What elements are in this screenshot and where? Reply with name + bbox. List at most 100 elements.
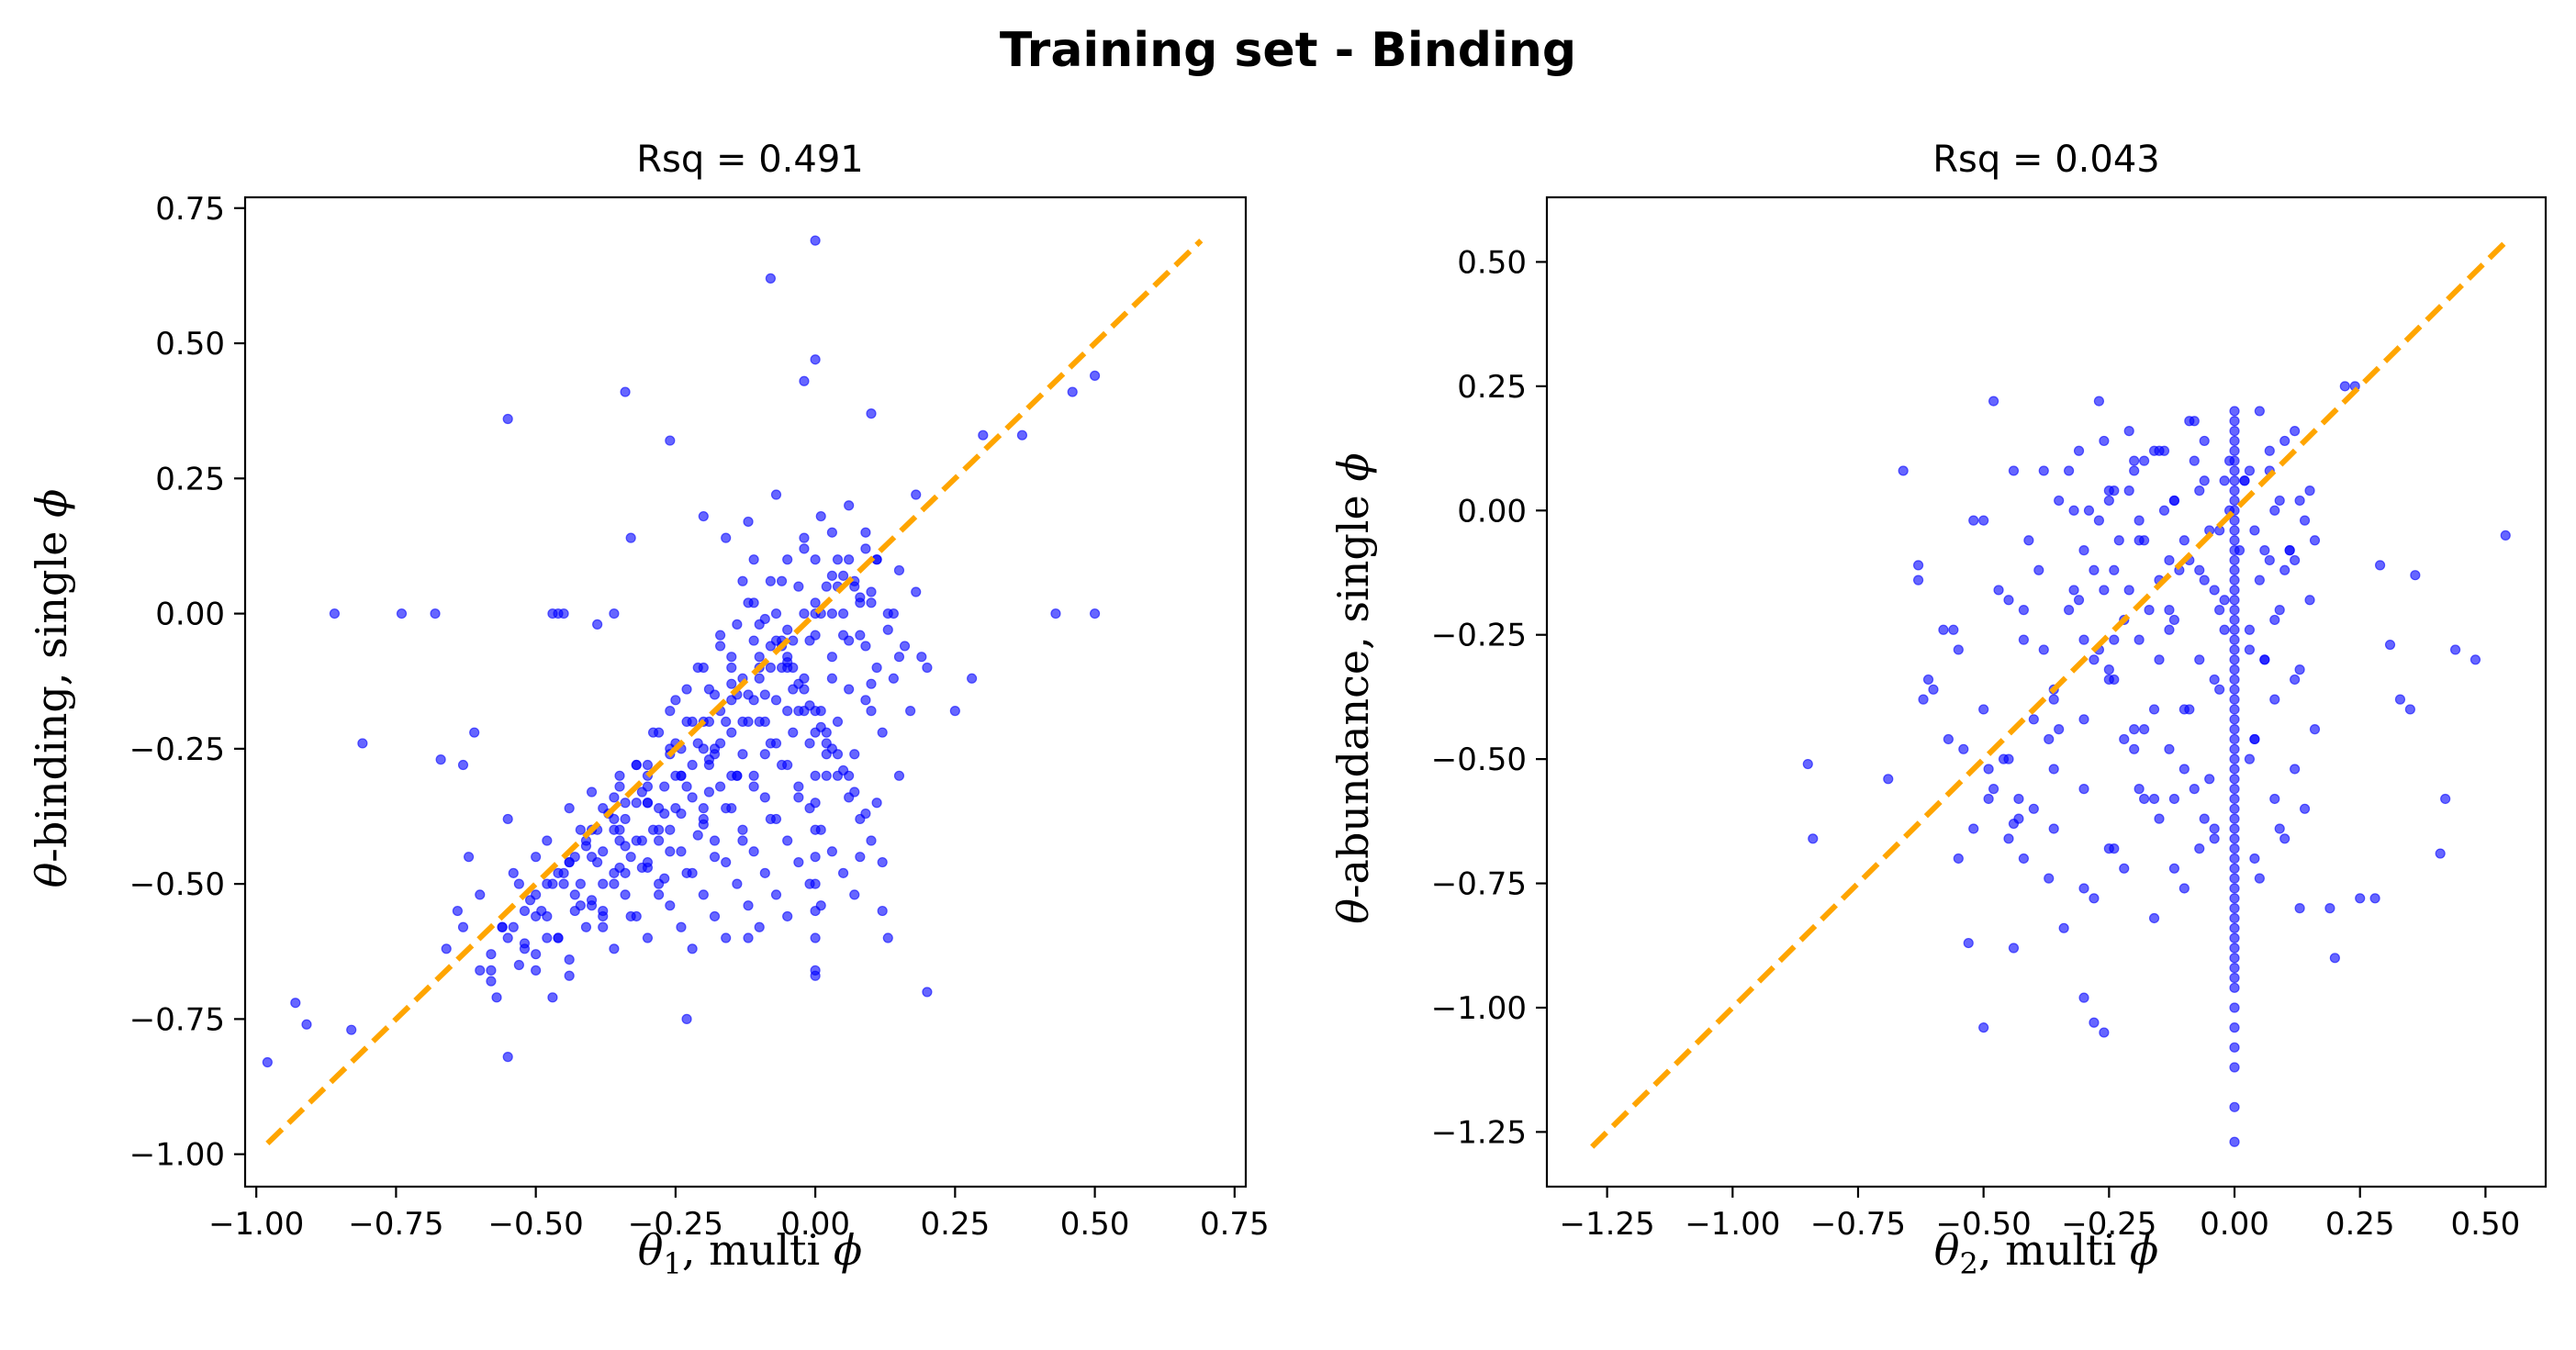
scatter-point — [2355, 893, 2366, 904]
scatter-point — [2229, 1062, 2240, 1073]
scatter-point — [754, 619, 765, 630]
y-axis-label: θ-binding, single ϕ — [27, 489, 76, 888]
scatter-point — [2194, 843, 2205, 854]
panel-title: Rsq = 0.043 — [1932, 139, 2159, 181]
scatter-point — [855, 852, 866, 863]
scatter-point — [1943, 733, 1954, 745]
scatter-point — [642, 759, 654, 771]
scatter-point — [2018, 853, 2029, 865]
scatter-point — [737, 575, 748, 586]
scatter-point — [2229, 982, 2240, 993]
x-axis-label-symbol: θ — [638, 1225, 664, 1275]
scatter-point — [2339, 381, 2350, 392]
scatter-point — [759, 689, 770, 700]
scatter-point — [922, 987, 933, 998]
scatter-point — [2123, 426, 2134, 437]
scatter-point — [564, 970, 575, 981]
scatter-point — [754, 673, 765, 684]
scatter-point — [2234, 545, 2246, 556]
scatter-point — [2229, 1042, 2240, 1053]
scatter-point — [2304, 595, 2315, 606]
scatter-point — [2199, 813, 2210, 824]
scatter-point — [698, 510, 709, 522]
scatter-point — [2229, 972, 2240, 984]
scatter-point — [692, 830, 703, 841]
scatter-point — [860, 543, 871, 554]
scatter-point — [631, 759, 642, 771]
y-tick-label: 0.25 — [155, 461, 225, 497]
scatter-point — [2229, 595, 2240, 606]
scatter-point — [765, 641, 777, 652]
scatter-point — [2274, 495, 2285, 507]
scatter-point — [866, 597, 877, 608]
scatter-point — [826, 846, 837, 857]
scatter-point — [2229, 764, 2240, 775]
scatter-point — [2254, 406, 2265, 417]
scatter-point — [916, 652, 927, 663]
scatter-point — [531, 889, 542, 900]
scatter-point — [698, 889, 709, 900]
scatter-point — [2103, 664, 2114, 675]
scatter-point — [905, 706, 916, 717]
scatter-point — [2078, 714, 2089, 725]
scatter-points — [262, 235, 1101, 1068]
scatter-point — [2290, 554, 2301, 566]
scatter-point — [469, 727, 480, 738]
scatter-point — [2229, 1022, 2240, 1033]
scatter-point — [748, 770, 759, 781]
scatter-point — [978, 430, 989, 441]
scatter-point — [2269, 793, 2280, 805]
x-tick-label: 0.00 — [780, 1206, 850, 1243]
scatter-point — [2158, 505, 2170, 516]
scatter-point — [654, 727, 665, 738]
scatter-point — [782, 835, 793, 846]
scatter-point — [737, 716, 748, 727]
scatter-point — [2244, 624, 2256, 635]
scatter-point — [2274, 605, 2285, 616]
scatter-point — [759, 749, 770, 760]
scatter-point — [782, 706, 793, 717]
scatter-point — [2229, 465, 2240, 476]
scatter-point — [2269, 505, 2280, 516]
y-tick-label: −0.75 — [1431, 866, 1527, 903]
scatter-point — [2068, 585, 2079, 596]
scatter-point — [911, 586, 922, 597]
scatter-point — [703, 787, 715, 798]
scatter-point — [2194, 654, 2205, 665]
scatter-point — [2229, 873, 2240, 884]
scatter-point — [899, 641, 911, 652]
scatter-point — [2093, 396, 2105, 407]
scatter-point — [888, 673, 899, 684]
scatter-point — [1988, 396, 1999, 407]
scatter-point — [2290, 674, 2301, 686]
scatter-point — [2229, 614, 2240, 626]
scatter-point — [2500, 530, 2511, 541]
scatter-point — [665, 706, 676, 717]
scatter-point — [1938, 624, 1949, 635]
y-tick-label: −0.25 — [1431, 618, 1527, 654]
scatter-point — [2013, 793, 2024, 805]
scatter-point — [2129, 724, 2140, 735]
scatter-point — [435, 754, 446, 765]
plot-frame — [1545, 195, 2548, 1188]
scatter-point — [799, 375, 810, 386]
scatter-point — [2229, 803, 2240, 814]
scatter-point — [793, 581, 804, 592]
scatter-point — [2003, 595, 2014, 606]
scatter-point — [743, 516, 754, 528]
scatter-point — [2139, 455, 2150, 466]
scatter-point — [2109, 564, 2120, 575]
scatter-point — [2279, 435, 2290, 447]
scatter-point — [2103, 674, 2114, 686]
scatter-point — [502, 813, 513, 825]
scatter-point — [2229, 585, 2240, 596]
scatter-point — [1958, 743, 1969, 754]
scatter-point — [1953, 853, 1964, 865]
scatter-point — [2054, 724, 2065, 735]
x-axis-label: θ2, multi ϕ — [1934, 1225, 2158, 1281]
scatter-point — [804, 803, 815, 814]
scatter-point — [2209, 833, 2220, 844]
x-tick-label: −1.25 — [1560, 1206, 1655, 1243]
scatter-point — [743, 597, 754, 608]
scatter-point — [486, 965, 497, 976]
